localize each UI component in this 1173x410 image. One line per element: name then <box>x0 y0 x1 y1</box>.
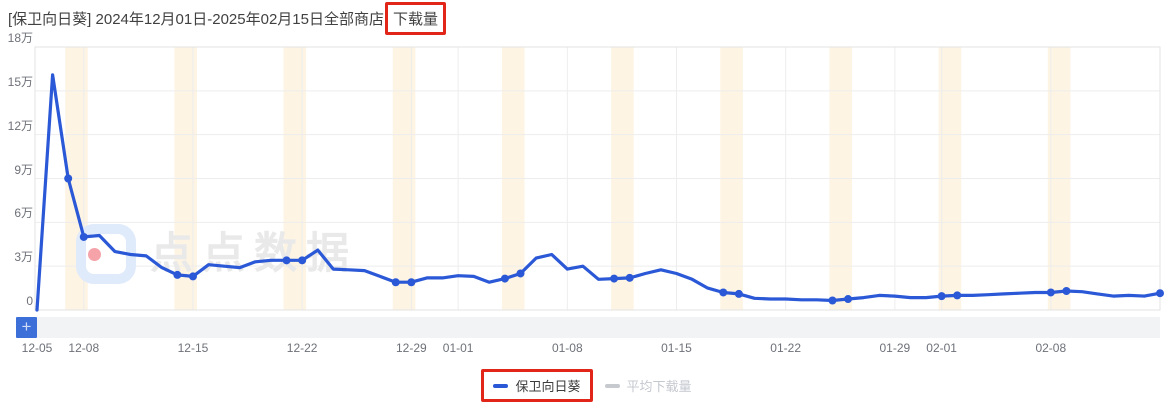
legend-label: 保卫向日葵 <box>515 379 581 394</box>
x-axis-label: 12-15 <box>177 341 209 355</box>
y-axis-label: 18万 <box>7 31 33 45</box>
y-axis-label: 15万 <box>7 74 33 89</box>
x-axis-label: 12-29 <box>395 341 427 355</box>
x-axis-label: 01-15 <box>661 341 692 355</box>
x-axis-label: 12-05 <box>21 341 53 355</box>
y-axis-label: 9万 <box>14 162 33 177</box>
x-axis-label: 02-01 <box>926 341 957 355</box>
legend-item-series[interactable]: 保卫向日葵 <box>493 376 581 395</box>
legend-marker-icon <box>604 383 620 388</box>
annotation-box-title: 下载量 <box>384 1 446 35</box>
x-axis-label: 12-22 <box>286 341 318 355</box>
x-axis-label: 02-08 <box>1035 341 1067 355</box>
page-title: [保卫向日葵] 2024年12月01日-2025年02月15日全部商店 下载量 <box>8 0 446 36</box>
horizontal-scrollbar[interactable] <box>37 317 1160 338</box>
x-axis-label: 01-01 <box>442 341 474 355</box>
x-axis-label: 01-22 <box>770 341 802 355</box>
legend-label: 平均下载量 <box>626 379 692 394</box>
page-title-text: [保卫向日葵] 2024年12月01日-2025年02月15日全部商店 <box>8 10 384 28</box>
legend-marker-icon <box>493 383 509 388</box>
x-axis-label: 01-08 <box>551 341 583 355</box>
y-axis-label: 0 <box>26 294 33 308</box>
x-axis-label: 12-08 <box>68 341 100 355</box>
download-line-chart[interactable] <box>0 0 1173 340</box>
x-axis-label: 01-29 <box>879 341 911 355</box>
legend-item-average[interactable]: 平均下载量 <box>604 376 692 395</box>
y-axis-label: 3万 <box>14 250 33 265</box>
y-axis-label: 6万 <box>14 206 33 221</box>
y-axis-label: 12万 <box>7 118 33 133</box>
page-title-highlighted-text: 下载量 <box>392 10 438 28</box>
chart-background <box>34 46 1161 311</box>
annotation-box-legend: 保卫向日葵 <box>481 369 593 402</box>
chart-legend: 保卫向日葵 平均下载量 <box>0 369 1173 402</box>
zoom-in-button[interactable]: + <box>16 317 37 338</box>
